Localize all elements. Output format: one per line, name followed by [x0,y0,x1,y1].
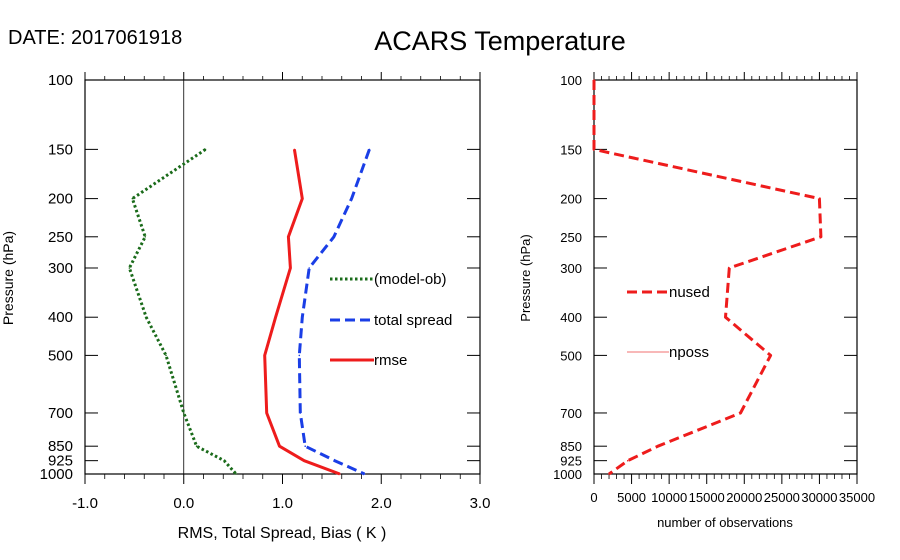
data-point [301,197,304,200]
y-tick-label: 925 [48,453,73,470]
y-tick-label: 150 [560,142,582,157]
data-point [304,445,307,448]
y-tick-label: 150 [48,141,73,158]
data-point [728,267,731,269]
y-tick-label: 100 [48,72,73,89]
x-tick-label: 2.0 [371,495,392,512]
data-point [657,445,659,448]
y-tick-label: 850 [560,439,582,454]
series-line-nused [592,80,823,476]
data-point [287,236,290,238]
y-tick-label: 700 [48,405,73,422]
y-tick-label: 500 [48,347,73,364]
data-point [368,148,371,151]
x-tick-label: -1.0 [72,495,98,512]
y-tick-label: 200 [560,192,582,207]
x-tick-label: 10000 [651,490,687,505]
data-point [724,316,727,319]
data-point [183,412,185,414]
y-tick-label: 300 [48,260,73,277]
data-point [308,267,311,269]
legend-label: (model-ob) [374,271,447,288]
data-point [274,316,277,319]
data-point [593,79,595,81]
legend-label: nposs [669,344,709,361]
data-point [145,316,147,319]
y-tick-label: 200 [48,191,73,208]
data-point [333,236,335,238]
data-point [263,354,266,357]
data-point [204,148,207,151]
series-line-totalspread [297,148,371,476]
data-point [165,354,167,357]
x-tick-label: 25000 [764,490,800,505]
right-x-axis-label: number of observations [657,515,793,530]
data-point [293,148,296,151]
data-point [363,473,366,475]
y-tick-label: 400 [560,310,582,325]
chart-title: ACARS Temperature [374,26,626,56]
data-point [334,459,336,462]
date-label: DATE: 2017061918 [8,27,182,49]
data-point [339,473,341,475]
legend-label: total spread [374,312,452,329]
y-tick-label: 500 [560,348,582,363]
x-tick-label: 1.0 [272,495,293,512]
legend-label: nused [669,284,710,301]
data-point [131,197,134,200]
left-x-axis-label: RMS, Total Spread, Bias ( K ) [178,525,387,542]
x-tick-label: 35000 [839,490,875,505]
data-point [128,267,131,269]
data-point [299,412,302,414]
y-tick-label: 250 [560,230,582,245]
y-tick-label: 300 [560,261,582,276]
data-point [627,459,629,462]
data-point [144,236,146,238]
x-tick-label: 30000 [801,490,837,505]
data-point [278,445,281,448]
data-point [298,354,301,357]
data-point [235,473,237,475]
data-point [608,473,610,475]
y-tick-label: 700 [560,406,582,421]
series-line-modelob [127,148,238,476]
data-point [769,354,772,357]
data-point [223,459,225,462]
x-tick-label: 0.0 [173,495,194,512]
x-tick-label: 15000 [689,490,725,505]
data-point [820,236,822,238]
y-tick-label: 400 [48,309,73,326]
x-tick-label: 0 [590,490,597,505]
x-tick-label: 20000 [726,490,762,505]
data-point [818,197,821,200]
data-point [593,148,595,151]
data-point [301,316,304,319]
data-point [195,445,198,448]
x-tick-label: 3.0 [470,495,491,512]
data-point [350,197,353,200]
plot-frame [593,79,858,475]
left-y-axis-label: Pressure (hPa) [0,231,16,325]
data-point [265,412,268,414]
y-tick-label: 1000 [40,466,73,483]
legend-label: rmse [374,352,407,369]
y-tick-label: 100 [560,73,582,88]
y-tick-label: 850 [48,438,73,455]
data-point [739,412,742,414]
x-tick-label: 5000 [617,490,646,505]
series-line-rmse [263,149,341,476]
right-y-axis-label: Pressure (hPa) [518,234,533,321]
y-tick-label: 925 [560,454,582,469]
data-point [289,267,292,269]
y-tick-label: 250 [48,229,73,246]
y-tick-label: 1000 [553,467,582,482]
data-point [303,459,306,462]
